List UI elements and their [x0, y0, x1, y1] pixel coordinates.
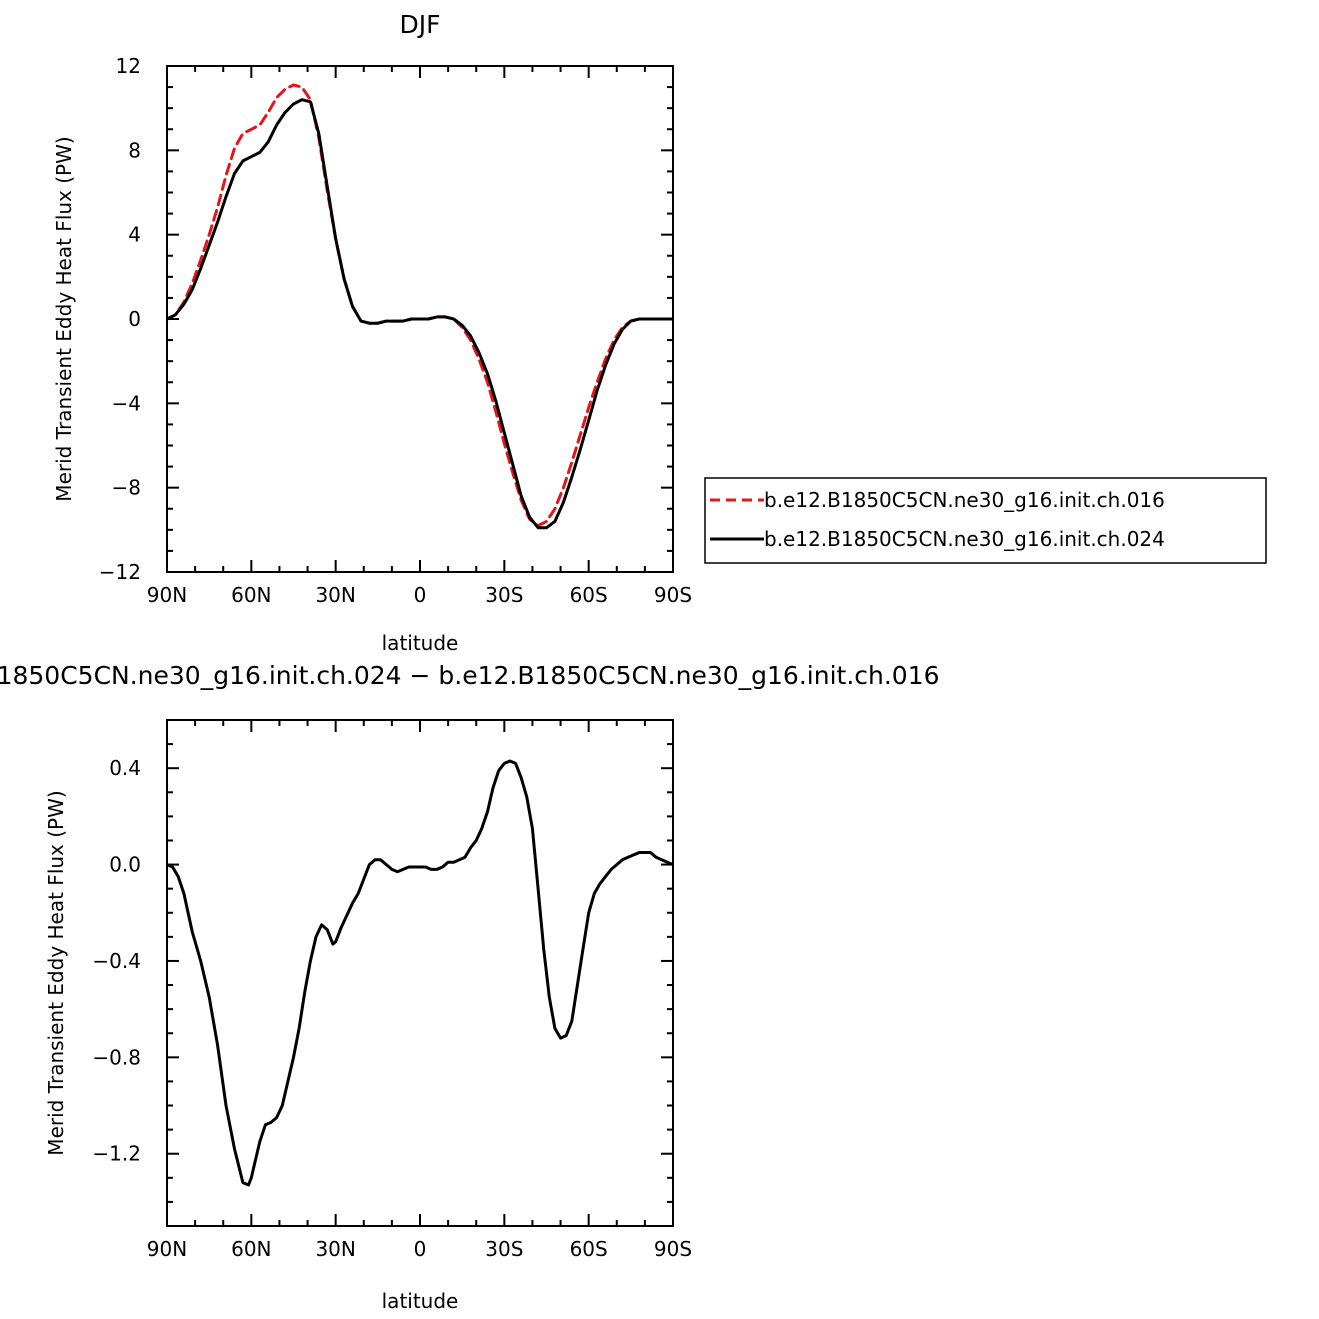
x-axis-title: latitude [382, 631, 459, 655]
y-tick-label: 8 [128, 138, 141, 162]
y-tick-label: 0.0 [109, 853, 141, 877]
chart-title: DJF [399, 10, 440, 39]
x-tick-label: 90N [147, 1237, 187, 1261]
legend-label-series-1: b.e12.B1850C5CN.ne30_g16.init.ch.016 [764, 488, 1165, 512]
x-tick-label: 90S [654, 583, 692, 607]
chart-title: b.e12.B1850C5CN.ne30_g16.init.ch.024 − b… [0, 661, 940, 690]
legend-label-series-2: b.e12.B1850C5CN.ne30_g16.init.ch.024 [764, 527, 1165, 551]
y-tick-label: 0 [128, 307, 141, 331]
y-tick-label: 0.4 [109, 756, 141, 780]
chart-panel-djf: DJF 90N 60N 30N 0 30S 60S 90S 12 8 4 0 −4 −8 −12 lati… [52, 10, 1267, 655]
x-tick-label: 60N [231, 583, 271, 607]
x-tick-label: 30S [485, 1237, 523, 1261]
x-axis-title: latitude [382, 1289, 459, 1313]
y-tick-label: −0.4 [92, 949, 141, 973]
x-tick-label: 60N [231, 1237, 271, 1261]
y-tick-label: 4 [128, 223, 141, 247]
x-tick-label: 90N [147, 583, 187, 607]
series-line-1 [167, 83, 673, 528]
chart-panel-difference: b.e12.B1850C5CN.ne30_g16.init.ch.024 − b… [0, 661, 940, 1313]
y-axis-title: Merid Transient Eddy Heat Flux (PW) [52, 136, 76, 501]
x-tick-label: 90S [654, 1237, 692, 1261]
x-tick-label: 60S [570, 1237, 608, 1261]
y-tick-label: −4 [112, 391, 141, 415]
y-tick-label: −12 [99, 560, 141, 584]
y-tick-label: 12 [116, 54, 141, 78]
x-tick-label: 30N [315, 1237, 355, 1261]
x-tick-label: 60S [570, 583, 608, 607]
x-tick-label: 0 [414, 1237, 427, 1261]
y-tick-label: −8 [112, 476, 141, 500]
plot-frame [166, 719, 674, 1227]
series-line-2 [167, 98, 673, 530]
x-tick-label: 30N [315, 583, 355, 607]
legend: b.e12.B1850C5CN.ne30_g16.init.ch.016 b.e… [704, 477, 1267, 564]
series-line-1 [167, 759, 673, 1187]
x-tick-label: 30S [485, 583, 523, 607]
y-tick-label: −1.2 [92, 1142, 141, 1166]
x-tick-label: 0 [414, 583, 427, 607]
legend-box [704, 477, 1267, 564]
y-tick-label: −0.8 [92, 1045, 141, 1069]
y-axis-title: Merid Transient Eddy Heat Flux (PW) [44, 790, 68, 1155]
